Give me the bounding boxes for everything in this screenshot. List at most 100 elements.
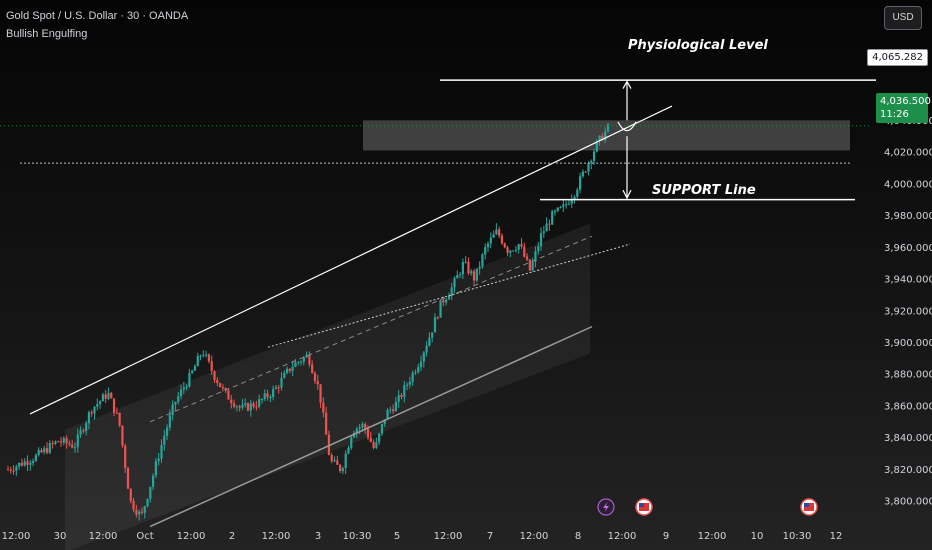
channel-midline bbox=[149, 235, 593, 423]
candle-body bbox=[372, 441, 375, 448]
candle-body bbox=[330, 455, 333, 462]
down-arrow-head bbox=[622, 189, 632, 200]
candle-body bbox=[168, 415, 171, 428]
y-tick-label: 4,020.000 bbox=[884, 148, 932, 159]
candle-body bbox=[534, 251, 537, 262]
candle-body bbox=[322, 402, 325, 413]
candle-body bbox=[235, 406, 238, 408]
x-tick-label: 12:00 bbox=[89, 531, 118, 542]
y-tick-label: 3,960.000 bbox=[884, 243, 932, 254]
candle-body bbox=[595, 140, 598, 152]
candle-body bbox=[319, 384, 322, 403]
candle-body bbox=[333, 460, 336, 462]
candle-body bbox=[34, 455, 38, 461]
flag-canton bbox=[639, 503, 644, 507]
us-flag-icon[interactable] bbox=[635, 498, 653, 516]
candle-body bbox=[551, 211, 554, 225]
candle-body bbox=[90, 412, 93, 414]
candle-body bbox=[45, 448, 49, 453]
candle-body bbox=[341, 468, 344, 471]
candle-body bbox=[124, 445, 127, 468]
candle-body bbox=[258, 399, 261, 407]
x-tick-label: Oct bbox=[136, 531, 153, 542]
candle-body bbox=[297, 362, 300, 364]
candle-body bbox=[291, 366, 294, 371]
candle-body bbox=[417, 367, 420, 373]
x-tick-label: 30 bbox=[54, 531, 67, 542]
candle-body bbox=[241, 405, 244, 408]
candle-body bbox=[445, 299, 448, 303]
candles-layer bbox=[6, 123, 610, 521]
candle-body bbox=[559, 206, 562, 208]
candle-body bbox=[48, 443, 51, 453]
candle-body bbox=[20, 462, 24, 466]
candle-body bbox=[475, 268, 478, 281]
y-tick-label: 3,880.000 bbox=[884, 370, 932, 381]
candle-body bbox=[149, 486, 152, 499]
candle-body bbox=[57, 441, 60, 443]
candle-body bbox=[163, 435, 166, 446]
candle-body bbox=[110, 392, 113, 399]
price-axis: 3,800.000 3,820.000 3,840.000 3,860.000 3,88… bbox=[884, 116, 932, 508]
candle-body bbox=[160, 445, 163, 459]
candle-body bbox=[556, 207, 559, 211]
candle-body bbox=[414, 372, 417, 374]
candle-body bbox=[397, 395, 400, 402]
x-tick-label: 10 bbox=[751, 531, 764, 542]
x-tick-label: 12:00 bbox=[2, 531, 31, 542]
x-tick-label: 2 bbox=[229, 531, 235, 542]
candle-body bbox=[408, 381, 411, 385]
resistance-zone bbox=[363, 120, 850, 151]
candle-body bbox=[400, 395, 403, 397]
candle-body bbox=[422, 352, 425, 362]
candle-body bbox=[32, 460, 35, 463]
candle-body bbox=[419, 361, 423, 368]
lightning-glyph bbox=[603, 502, 609, 512]
currency-button[interactable]: USD bbox=[884, 6, 922, 30]
x-tick-label: 12:00 bbox=[520, 531, 549, 542]
y-tick-label: 3,920.000 bbox=[884, 306, 932, 317]
time-axis: 12:00 30 12:00 Oct 12:00 2 12:00 3 10:30 5 12:00 7 1… bbox=[2, 498, 842, 542]
candle-body bbox=[104, 394, 107, 399]
x-tick-label: 7 bbox=[487, 531, 493, 542]
candle-body bbox=[305, 354, 308, 358]
candle-body bbox=[174, 402, 177, 405]
x-tick-label: 9 bbox=[663, 531, 669, 542]
y-tick-label: 3,940.000 bbox=[884, 275, 932, 286]
candle-body bbox=[272, 388, 275, 397]
candle-body bbox=[193, 366, 197, 371]
upper-trendline bbox=[29, 105, 673, 415]
candle-body bbox=[68, 443, 71, 445]
candle-body bbox=[336, 460, 339, 465]
candle-body bbox=[302, 357, 305, 362]
candle-body bbox=[280, 377, 283, 388]
candle-body bbox=[450, 287, 453, 296]
candle-body bbox=[255, 406, 258, 408]
candle-body bbox=[202, 354, 205, 356]
lightning-icon[interactable] bbox=[597, 498, 615, 516]
candle-body bbox=[592, 151, 596, 161]
indicator-label[interactable]: Bullish Engulfing bbox=[6, 28, 88, 40]
candle-body bbox=[431, 332, 434, 338]
candle-body bbox=[138, 511, 141, 515]
candle-body bbox=[62, 438, 65, 443]
us-flag-icon[interactable] bbox=[800, 498, 818, 516]
candle-body bbox=[9, 469, 12, 471]
drawing-layer bbox=[0, 79, 876, 528]
candle-body bbox=[456, 274, 459, 279]
candle-body bbox=[51, 443, 54, 445]
candle-body bbox=[453, 278, 456, 288]
candle-body bbox=[205, 354, 208, 356]
candle-body bbox=[562, 204, 565, 207]
candle-body bbox=[553, 210, 557, 212]
candle-body bbox=[498, 229, 501, 236]
candle-body bbox=[567, 203, 571, 205]
candle-body bbox=[85, 423, 88, 432]
candle-body bbox=[26, 461, 29, 465]
candle-body bbox=[87, 412, 91, 424]
candle-body bbox=[207, 354, 211, 362]
candle-body bbox=[216, 379, 219, 384]
candle-body bbox=[29, 462, 32, 465]
candle-body bbox=[43, 448, 46, 453]
